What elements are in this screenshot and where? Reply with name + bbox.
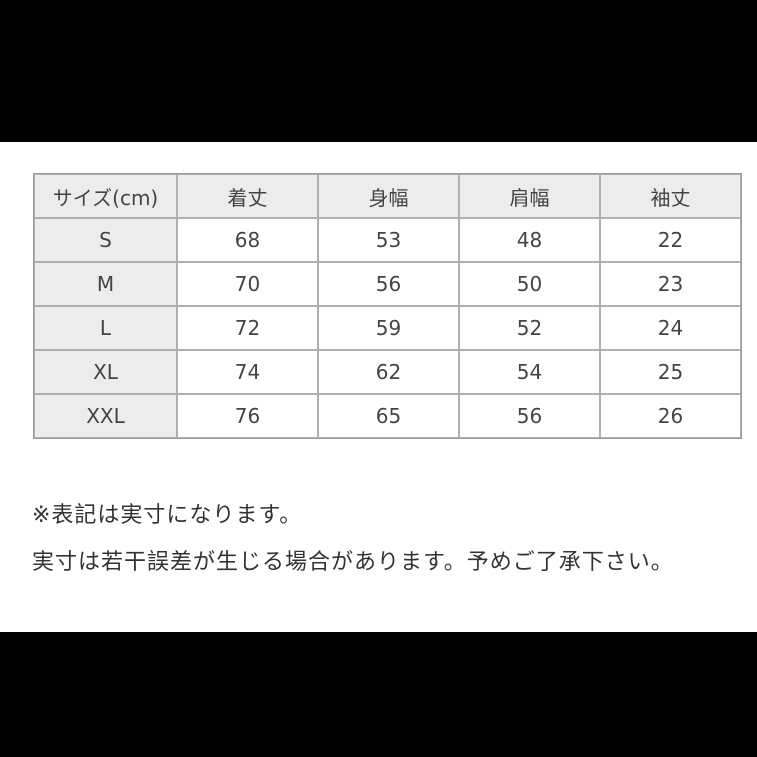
measurement-cell: 48 — [459, 218, 600, 262]
size-label-cell: M — [34, 262, 177, 306]
column-header: 身幅 — [318, 174, 459, 218]
measurement-cell: 56 — [459, 394, 600, 438]
table-row: XL 74 62 54 25 — [34, 350, 741, 394]
measurement-cell: 53 — [318, 218, 459, 262]
measurement-cell: 22 — [600, 218, 741, 262]
content-panel: サイズ(cm) 着丈 身幅 肩幅 袖丈 S 68 53 48 22 M 70 56 50 23 L 72 59 52… — [0, 142, 757, 632]
column-header: 肩幅 — [459, 174, 600, 218]
table-row: XXL 76 65 56 26 — [34, 394, 741, 438]
measurement-cell: 26 — [600, 394, 741, 438]
table-header-row: サイズ(cm) 着丈 身幅 肩幅 袖丈 — [34, 174, 741, 218]
measurement-cell: 76 — [177, 394, 318, 438]
size-chart-table: サイズ(cm) 着丈 身幅 肩幅 袖丈 S 68 53 48 22 M 70 56 50 23 L 72 59 52… — [33, 173, 742, 439]
measurement-cell: 59 — [318, 306, 459, 350]
measurement-cell: 72 — [177, 306, 318, 350]
measurement-cell: 62 — [318, 350, 459, 394]
size-label-cell: S — [34, 218, 177, 262]
table-row: M 70 56 50 23 — [34, 262, 741, 306]
column-header: サイズ(cm) — [34, 174, 177, 218]
table-row: L 72 59 52 24 — [34, 306, 741, 350]
measurement-cell: 23 — [600, 262, 741, 306]
measurement-cell: 56 — [318, 262, 459, 306]
measurement-cell: 25 — [600, 350, 741, 394]
table-row: S 68 53 48 22 — [34, 218, 741, 262]
note-measurement-error: 実寸は若干誤差が生じる場合があります。予めご了承下さい。 — [32, 550, 674, 575]
measurement-cell: 65 — [318, 394, 459, 438]
measurement-cell: 74 — [177, 350, 318, 394]
size-label-cell: XL — [34, 350, 177, 394]
size-label-cell: XXL — [34, 394, 177, 438]
measurement-cell: 68 — [177, 218, 318, 262]
measurement-cell: 70 — [177, 262, 318, 306]
column-header: 袖丈 — [600, 174, 741, 218]
notes: ※表記は実寸になります。 実寸は若干誤差が生じる場合があります。予めご了承下さい… — [32, 492, 722, 586]
measurement-cell: 52 — [459, 306, 600, 350]
measurement-cell: 54 — [459, 350, 600, 394]
measurement-cell: 50 — [459, 262, 600, 306]
measurement-cell: 24 — [600, 306, 741, 350]
size-label-cell: L — [34, 306, 177, 350]
column-header: 着丈 — [177, 174, 318, 218]
note-actual-size: ※表記は実寸になります。 — [32, 503, 303, 528]
